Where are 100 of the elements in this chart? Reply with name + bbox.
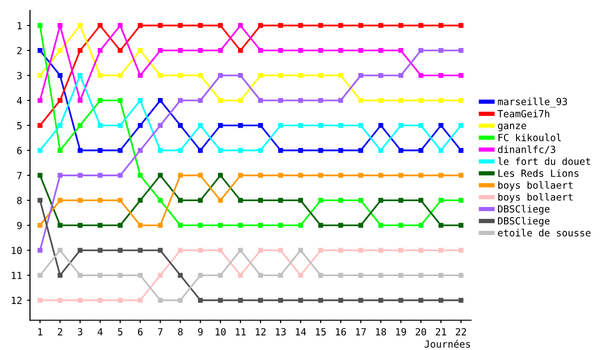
point bbox=[98, 222, 103, 228]
point bbox=[338, 148, 344, 153]
point bbox=[158, 272, 163, 278]
x-tick-label: 16 bbox=[336, 328, 346, 336]
point bbox=[118, 48, 123, 53]
x-tick-label: 18 bbox=[376, 328, 386, 336]
x-tick-label: 9 bbox=[198, 328, 203, 336]
point bbox=[218, 198, 223, 203]
point bbox=[378, 48, 384, 53]
point bbox=[418, 248, 424, 253]
point bbox=[458, 272, 464, 278]
legend-label: FC kikoulol bbox=[498, 134, 561, 142]
point bbox=[458, 298, 464, 303]
point bbox=[158, 148, 163, 153]
point bbox=[458, 248, 464, 253]
point bbox=[158, 98, 163, 103]
point bbox=[218, 122, 223, 128]
point bbox=[298, 148, 304, 153]
point bbox=[118, 222, 123, 228]
point bbox=[218, 98, 223, 103]
point bbox=[58, 298, 62, 303]
point bbox=[118, 248, 123, 253]
point bbox=[218, 222, 223, 228]
point bbox=[98, 48, 103, 53]
point bbox=[38, 248, 42, 253]
point bbox=[138, 98, 143, 103]
point bbox=[98, 298, 103, 303]
point bbox=[338, 248, 344, 253]
y-tick-label: 3 bbox=[17, 72, 22, 80]
legend-label: Les Reds Lions bbox=[498, 169, 578, 177]
point bbox=[198, 23, 203, 28]
point bbox=[458, 73, 464, 78]
point bbox=[258, 272, 263, 278]
point bbox=[98, 148, 103, 153]
point bbox=[358, 298, 364, 303]
y-tick-label: 4 bbox=[16, 97, 22, 104]
point bbox=[238, 98, 243, 103]
point bbox=[278, 172, 283, 178]
point bbox=[438, 23, 444, 28]
point bbox=[338, 272, 344, 278]
x-tick-label: 8 bbox=[178, 328, 183, 336]
point bbox=[378, 122, 384, 128]
point bbox=[318, 98, 324, 103]
point bbox=[438, 148, 444, 153]
point bbox=[438, 272, 444, 278]
point bbox=[298, 23, 304, 28]
point bbox=[318, 298, 324, 303]
point bbox=[318, 73, 324, 78]
point bbox=[298, 222, 304, 228]
point bbox=[58, 73, 62, 78]
y-tick-label: 10 bbox=[12, 246, 22, 254]
point bbox=[258, 198, 263, 203]
x-tick-label: 13 bbox=[276, 328, 286, 336]
point bbox=[158, 122, 163, 128]
point bbox=[418, 122, 424, 128]
point bbox=[278, 73, 283, 78]
point bbox=[178, 172, 183, 178]
point bbox=[38, 122, 42, 128]
point bbox=[398, 272, 404, 278]
point bbox=[398, 48, 404, 53]
x-axis-title: Journées bbox=[424, 340, 470, 348]
point bbox=[78, 298, 83, 303]
point bbox=[358, 48, 364, 53]
point bbox=[238, 122, 243, 128]
point bbox=[238, 48, 243, 53]
legend-label: boys bollaert bbox=[498, 193, 573, 203]
point bbox=[158, 248, 163, 253]
point bbox=[98, 23, 103, 28]
point bbox=[118, 98, 123, 103]
point bbox=[118, 148, 123, 153]
point bbox=[178, 198, 183, 203]
point bbox=[58, 23, 62, 28]
point bbox=[258, 98, 263, 103]
point bbox=[238, 248, 243, 253]
point bbox=[198, 298, 203, 303]
point bbox=[318, 198, 324, 203]
point bbox=[258, 122, 263, 128]
point bbox=[278, 122, 283, 128]
y-tick-label: 6 bbox=[17, 146, 22, 154]
point bbox=[198, 48, 203, 53]
point bbox=[278, 198, 283, 203]
point bbox=[58, 198, 62, 203]
point bbox=[238, 222, 243, 228]
point bbox=[98, 73, 103, 78]
point bbox=[138, 23, 143, 28]
point bbox=[318, 23, 324, 28]
point bbox=[338, 298, 344, 303]
point bbox=[118, 172, 123, 178]
point bbox=[178, 73, 183, 78]
point bbox=[158, 23, 163, 28]
point bbox=[38, 73, 42, 78]
point bbox=[98, 248, 103, 253]
point bbox=[398, 198, 404, 203]
legend-label: boys bollaert bbox=[498, 181, 573, 191]
point bbox=[138, 172, 143, 178]
point bbox=[398, 122, 404, 128]
point bbox=[238, 198, 243, 203]
point bbox=[458, 48, 464, 53]
x-tick-label: 1 bbox=[38, 328, 42, 336]
x-tick-label: 20 bbox=[416, 328, 426, 336]
